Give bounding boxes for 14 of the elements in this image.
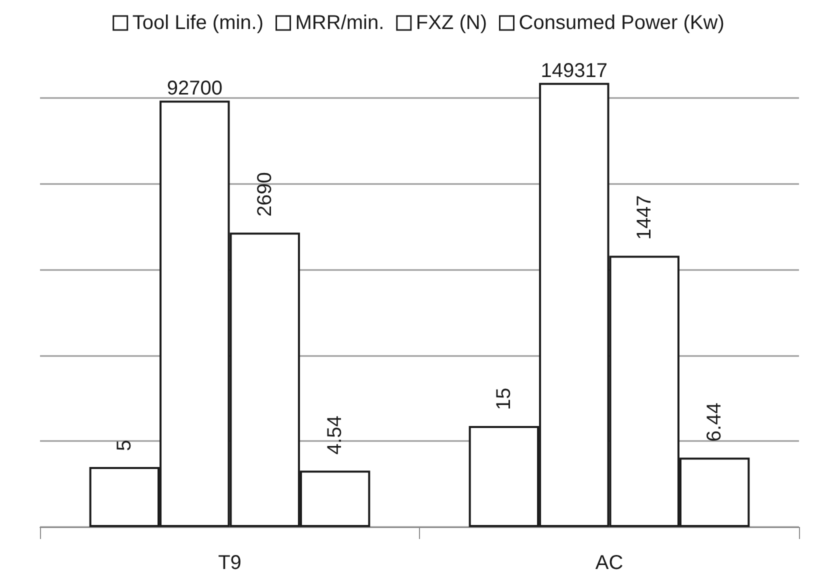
legend-label: FXZ (N) xyxy=(416,12,488,34)
data-label: 5 xyxy=(113,440,136,452)
legend-label: MRR/min. xyxy=(295,12,384,34)
data-label: 92700 xyxy=(166,78,222,100)
data-label: 2690 xyxy=(254,172,276,217)
data-label: 6.44 xyxy=(704,402,726,442)
data-label: 1447 xyxy=(633,195,656,240)
legend-label: Tool Life (min.) xyxy=(132,12,264,34)
data-label: 15 xyxy=(492,388,515,410)
data-label: 149317 xyxy=(540,60,608,82)
x-tick-label: T9 xyxy=(218,552,242,574)
legend-label: Consumed Power (Kw) xyxy=(518,12,724,34)
x-tick-label: AC xyxy=(595,552,624,574)
data-label: 4.54 xyxy=(324,416,346,455)
